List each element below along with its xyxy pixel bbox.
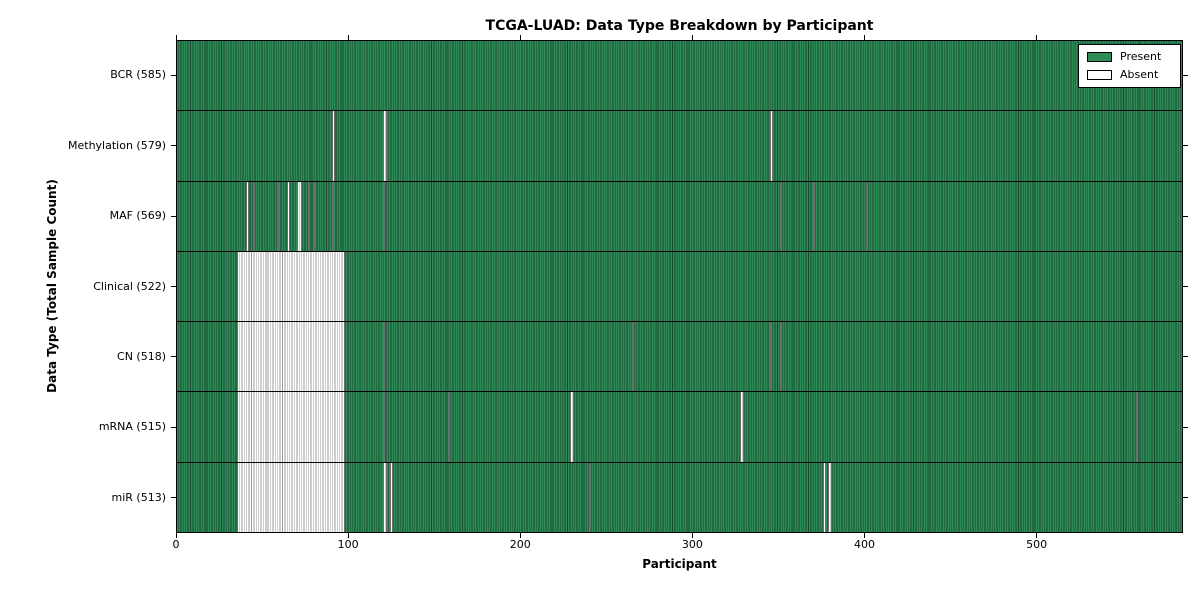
absent-block: [632, 322, 635, 392]
x-tick-label: 0: [172, 538, 180, 551]
x-tick-label: 300: [681, 538, 703, 551]
row-bcr: [177, 41, 1182, 112]
legend-item-present: Present: [1087, 51, 1172, 63]
absent-block: [314, 181, 317, 251]
x-tick-label: 200: [509, 538, 531, 551]
row-mir: [177, 462, 1182, 532]
row-mrna: [177, 392, 1182, 463]
absent-block: [383, 392, 386, 462]
y-tick-label: miR (513): [111, 490, 167, 504]
absent-block: [740, 392, 744, 462]
absent-block: [237, 462, 346, 532]
absent-block: [865, 181, 868, 251]
absent-block: [769, 322, 772, 392]
absent-block: [237, 251, 346, 322]
absent-block: [390, 462, 394, 532]
chart-title: TCGA-LUAD: Data Type Breakdown by Partic…: [485, 18, 874, 34]
tick-mark: [1036, 35, 1038, 40]
absent-block: [237, 392, 346, 462]
y-tick-label: MAF (569): [109, 209, 166, 223]
tick-mark: [171, 497, 176, 499]
y-tick-label: Clinical (522): [93, 279, 166, 293]
tick-mark: [175, 533, 177, 538]
legend: Present Absent: [1078, 44, 1181, 88]
absent-swatch-icon: [1087, 70, 1112, 80]
x-tick-label: 400: [854, 538, 876, 551]
tick-mark: [1183, 356, 1188, 358]
absent-block: [1135, 392, 1138, 462]
absent-block: [780, 181, 782, 251]
tick-mark: [1183, 426, 1188, 428]
absent-block: [383, 111, 387, 181]
absent-block: [383, 462, 387, 532]
absent-block: [331, 181, 334, 251]
y-tick-label: Methylation (579): [68, 138, 166, 152]
absent-block: [286, 181, 291, 251]
tick-mark: [864, 533, 866, 538]
y-tick-label: mRNA (515): [98, 420, 166, 434]
y-tick-label: CN (518): [117, 349, 166, 363]
tick-mark: [1183, 215, 1188, 217]
absent-block: [307, 181, 310, 251]
tick-mark: [1036, 533, 1038, 538]
absent-block: [822, 462, 827, 532]
row-methylation: [177, 111, 1182, 182]
absent-block: [812, 181, 815, 251]
tick-mark: [171, 215, 176, 217]
tick-mark: [691, 35, 693, 40]
tick-mark: [171, 74, 176, 76]
absent-block: [769, 111, 774, 181]
absent-block: [780, 322, 782, 392]
absent-block: [589, 462, 592, 532]
tick-mark: [1183, 145, 1188, 147]
legend-item-absent: Absent: [1087, 69, 1172, 81]
legend-label-present: Present: [1120, 50, 1162, 63]
tick-mark: [1183, 74, 1188, 76]
tick-mark: [171, 356, 176, 358]
absent-block: [828, 462, 832, 532]
row-maf: [177, 181, 1182, 252]
x-tick-label: 500: [1026, 538, 1048, 551]
y-tick-label: BCR (585): [110, 68, 166, 82]
tick-mark: [519, 35, 521, 40]
absent-block: [383, 181, 386, 251]
absent-block: [331, 111, 336, 181]
tick-mark: [171, 426, 176, 428]
legend-label-absent: Absent: [1120, 68, 1159, 81]
tick-mark: [691, 533, 693, 538]
absent-block: [297, 181, 303, 251]
absent-block: [278, 181, 281, 251]
plot-area: [176, 40, 1183, 533]
absent-block: [383, 322, 386, 392]
tick-mark: [171, 145, 176, 147]
tick-mark: [1183, 286, 1188, 287]
tick-mark: [171, 286, 176, 287]
absent-block: [237, 322, 346, 392]
absent-block: [570, 392, 574, 462]
present-swatch-icon: [1087, 52, 1112, 62]
tick-mark: [519, 533, 521, 538]
x-axis-label: Participant: [642, 557, 717, 571]
absent-block: [245, 181, 250, 251]
tick-mark: [347, 533, 349, 538]
absent-block: [252, 181, 255, 251]
tick-mark: [347, 35, 349, 40]
absent-block: [448, 392, 451, 462]
x-tick-label: 100: [337, 538, 359, 551]
tick-mark: [175, 35, 177, 40]
row-clinical: [177, 251, 1182, 323]
tick-mark: [864, 35, 866, 40]
tick-mark: [1183, 497, 1188, 499]
row-cn: [177, 322, 1182, 393]
